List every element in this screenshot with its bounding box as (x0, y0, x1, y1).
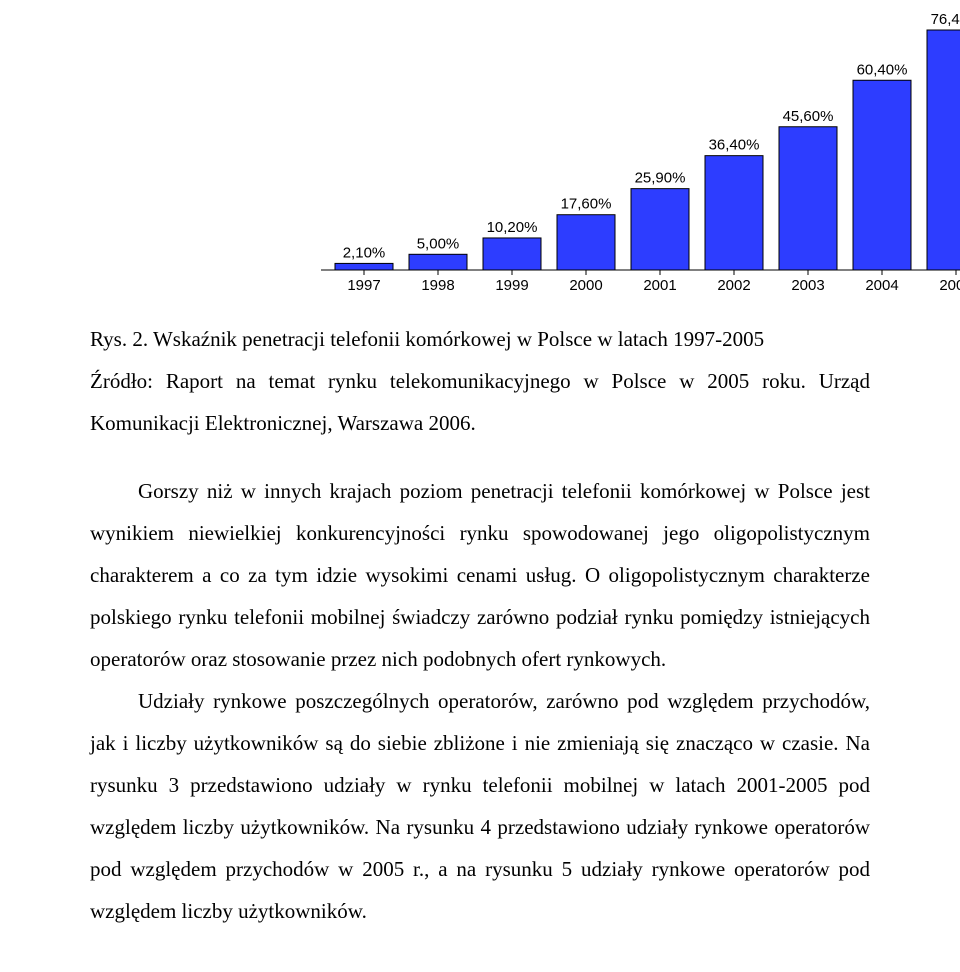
chart-bar (853, 80, 911, 270)
paragraph-2: Udziały rynkowe poszczególnych operatoró… (90, 680, 870, 932)
chart-bar (927, 30, 960, 270)
penetration-chart: 2,10% 5,00% 10,20% 17,60% 25,90% 36,40% 45,60%… (305, 0, 960, 300)
bar-value-label: 17,60% (561, 196, 612, 213)
caption-title: Rys. 2. Wskaźnik penetracji telefonii ko… (90, 327, 764, 351)
bar-value-label: 76,40% (931, 11, 960, 28)
chart-bar (705, 156, 763, 270)
x-axis-label: 1998 (421, 277, 454, 294)
bar-value-label: 5,00% (417, 235, 460, 252)
bar-value-label: 60,40% (857, 61, 908, 78)
x-axis-label: 2005 (939, 277, 960, 294)
x-axis-label: 2002 (717, 277, 750, 294)
chart-bar (557, 215, 615, 270)
chart-bar (335, 263, 393, 270)
chart-bar (483, 238, 541, 270)
bar-value-label: 45,60% (783, 108, 834, 125)
chart-bar (409, 254, 467, 270)
chart-bar (631, 189, 689, 270)
bar-value-label: 10,20% (487, 219, 538, 236)
x-axis-label: 2000 (569, 277, 602, 294)
x-axis-label: 2003 (791, 277, 824, 294)
bar-value-label: 25,90% (635, 170, 686, 187)
bar-value-label: 2,10% (343, 244, 386, 261)
x-axis-label: 2001 (643, 277, 676, 294)
x-axis-label: 1999 (495, 277, 528, 294)
paragraph-1: Gorszy niż w innych krajach poziom penet… (90, 470, 870, 680)
chart-bar (779, 127, 837, 270)
figure-caption: Rys. 2. Wskaźnik penetracji telefonii ko… (90, 318, 870, 444)
bar-value-label: 36,40% (709, 137, 760, 154)
caption-source: Źródło: Raport na temat rynku telekomuni… (90, 369, 870, 435)
x-axis-label: 2004 (865, 277, 898, 294)
x-axis-label: 1997 (347, 277, 380, 294)
